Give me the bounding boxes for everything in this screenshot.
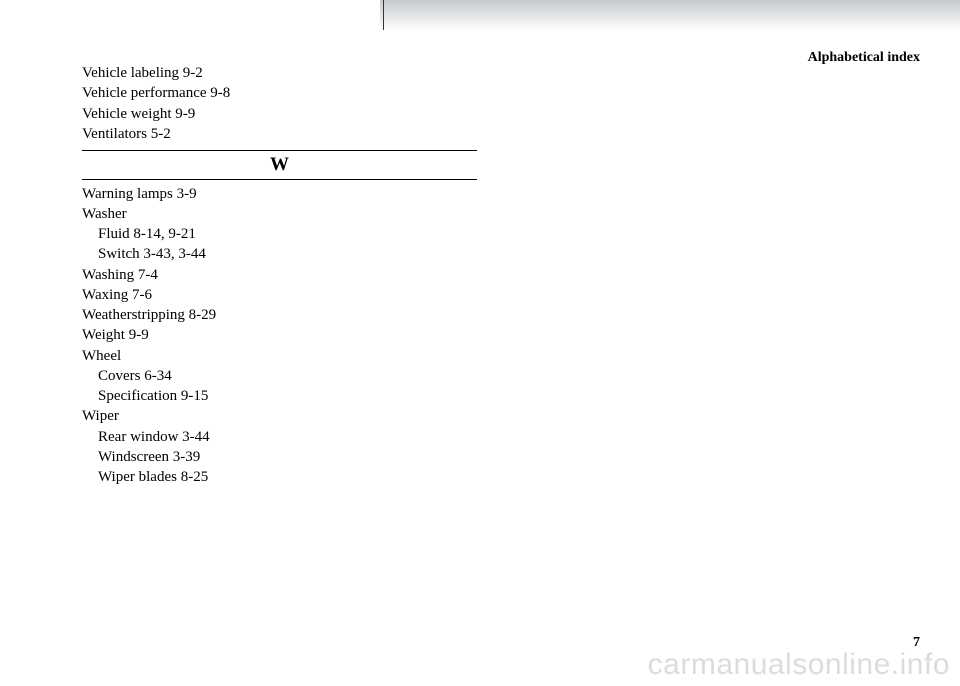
index-entry: Covers 6-34 [82,366,477,386]
section-letter: W [82,151,477,179]
index-entry: Vehicle weight 9-9 [82,104,477,124]
index-entry: Windscreen 3-39 [82,447,477,467]
index-entry: Waxing 7-6 [82,285,477,305]
index-content: Vehicle labeling 9-2Vehicle performance … [82,63,477,487]
index-entry: Specification 9-15 [82,386,477,406]
index-entry: Weight 9-9 [82,325,477,345]
index-entry: Fluid 8-14, 9-21 [82,224,477,244]
index-entry: Wheel [82,346,477,366]
watermark: carmanualsonline.info [648,648,950,682]
section-letter-block: W [82,150,477,180]
index-entry: Ventilators 5-2 [82,124,477,144]
index-entry: Vehicle labeling 9-2 [82,63,477,83]
page-header-title: Alphabetical index [808,50,920,66]
index-entry: Rear window 3-44 [82,427,477,447]
section-divider-bottom [82,179,477,180]
index-entry: Weatherstripping 8-29 [82,305,477,325]
index-entry: Switch 3-43, 3-44 [82,244,477,264]
index-entry: Vehicle performance 9-8 [82,83,477,103]
vertical-divider [383,0,384,30]
entries-block: Warning lamps 3-9WasherFluid 8-14, 9-21S… [82,184,477,488]
index-entry: Washer [82,204,477,224]
index-entry: Wiper [82,406,477,426]
index-entry: Wiper blades 8-25 [82,467,477,487]
top-gradient [380,0,960,30]
index-entry: Washing 7-4 [82,265,477,285]
index-entry: Warning lamps 3-9 [82,184,477,204]
pre-entries-block: Vehicle labeling 9-2Vehicle performance … [82,63,477,144]
